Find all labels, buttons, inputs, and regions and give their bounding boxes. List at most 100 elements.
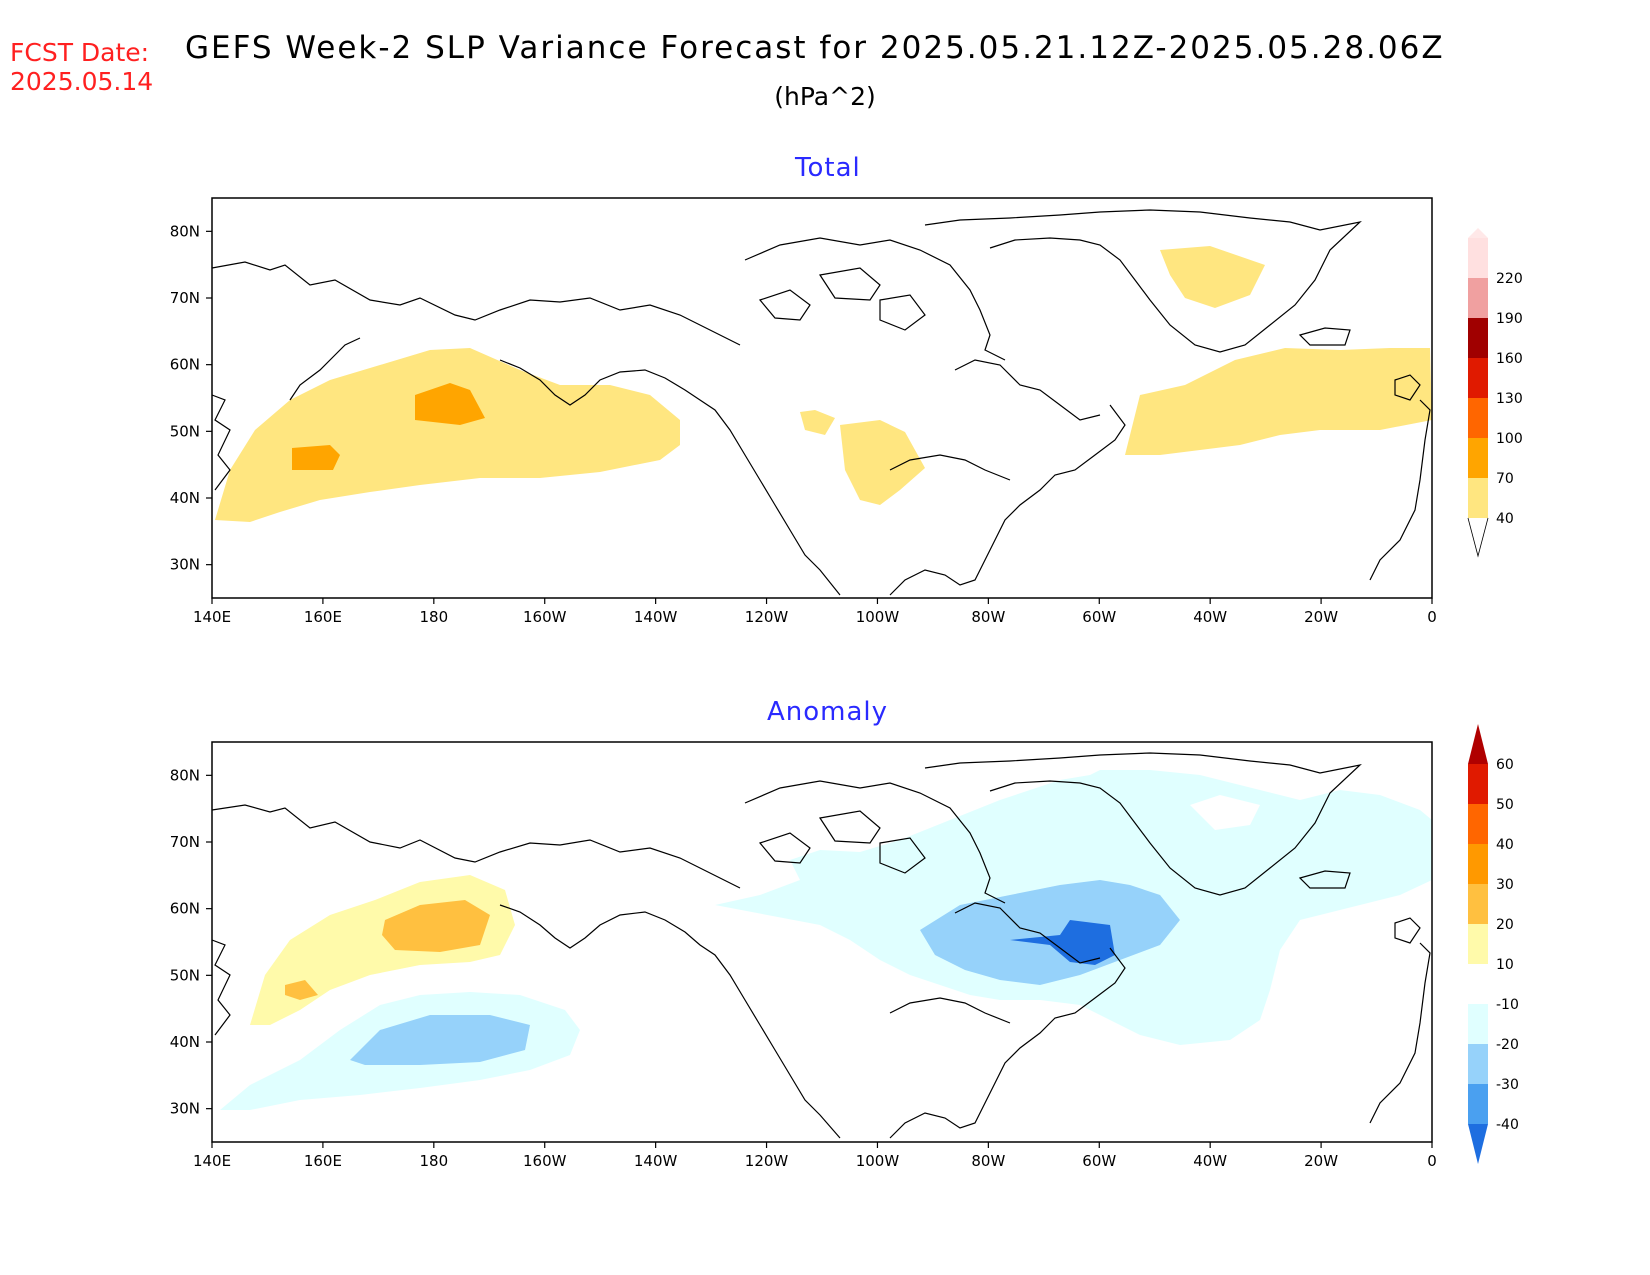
- main-title: GEFS Week-2 SLP Variance Forecast for 20…: [185, 30, 1445, 66]
- anomaly-map-frame: [211, 741, 1433, 1143]
- colorbar-level-label: 70: [1496, 471, 1514, 487]
- lon-tick-label: 140E: [193, 608, 231, 626]
- anom-shade-pos-20a: [382, 900, 490, 952]
- lat-tick-label: 80N: [170, 766, 200, 784]
- lon-tick-label: 20W: [1304, 1152, 1338, 1170]
- lon-tick-label: 80W: [971, 1152, 1005, 1170]
- lon-tick-label: 140E: [193, 1152, 231, 1170]
- colorbar-segment: [1468, 1004, 1488, 1044]
- colorbar-segment: [1468, 318, 1488, 358]
- colorbar-level-label: 10: [1496, 957, 1514, 973]
- lon-tick-label: 20W: [1304, 608, 1338, 626]
- colorbar-segment: [1468, 1084, 1488, 1124]
- lon-tick-label: 140W: [634, 1152, 678, 1170]
- anom-shade-neg-30: [1010, 920, 1115, 965]
- lat-tick-label: 70N: [170, 833, 200, 851]
- colorbar-level-label: 100: [1496, 431, 1523, 447]
- colorbar-segment: [1468, 238, 1488, 278]
- total-shade-pacific-max2: [292, 445, 340, 470]
- lat-tick-label: 40N: [170, 489, 200, 507]
- lon-tick-label: 120W: [745, 608, 789, 626]
- lon-tick-label: 60W: [1082, 1152, 1116, 1170]
- lat-tick-label: 60N: [170, 356, 200, 374]
- colorbar-level-label: 130: [1496, 391, 1523, 407]
- colorbar-level-label: 20: [1496, 917, 1514, 933]
- colorbar-level-label: 40: [1496, 837, 1514, 853]
- lon-tick-label: 180: [419, 1152, 448, 1170]
- colorbar-segment: [1468, 438, 1488, 478]
- lon-tick-label: 40W: [1193, 1152, 1227, 1170]
- lon-tick-label: 60W: [1082, 608, 1116, 626]
- total-map-frame: [211, 197, 1433, 599]
- colorbar-level-label: 40: [1496, 511, 1514, 527]
- total-shade-pacific-max1: [415, 383, 485, 425]
- total-shade-atlantic: [1125, 348, 1432, 455]
- lat-tick-label: 30N: [170, 1100, 200, 1118]
- colorbar-level-label: -10: [1496, 997, 1519, 1013]
- colorbar-segment: [1468, 964, 1488, 1004]
- colorbar-top-triangle: [1468, 724, 1488, 764]
- colorbar-level-label: 190: [1496, 311, 1523, 327]
- lon-tick-label: 120W: [745, 1152, 789, 1170]
- total-shade-small: [800, 410, 835, 435]
- lat-tick-label: 40N: [170, 1033, 200, 1051]
- fcst-date-label: FCST Date:: [10, 38, 150, 67]
- colorbar-segment: [1468, 278, 1488, 318]
- total-shade-plains: [840, 420, 925, 505]
- map-anomaly: 80N 70N 60N 50N 40N 30N 140E 160E 180 160W 140W 120…: [170, 741, 1437, 1170]
- map-total: 80N 70N 60N 50N 40N 30N 140E 160E 180 160W 140W 120…: [170, 197, 1437, 626]
- colorbar-segment: [1468, 844, 1488, 884]
- panel-title-anomaly: Anomaly: [767, 697, 889, 727]
- anom-shade-neg-north-white: [1190, 795, 1260, 830]
- colorbar-segment: [1468, 1044, 1488, 1084]
- panel-title-total: Total: [795, 153, 861, 183]
- colorbar-segment: [1468, 924, 1488, 964]
- colorbar-total: 40 70 100 130 160 190 220: [1467, 228, 1523, 558]
- anom-shade-pos-20b: [285, 980, 318, 1000]
- lat-tick-label: 30N: [170, 556, 200, 574]
- anom-coastlines: [211, 752, 1431, 1139]
- fcst-date-value: 2025.05.14: [10, 67, 154, 96]
- colorbar-segment: [1468, 804, 1488, 844]
- colorbar-segment: [1468, 884, 1488, 924]
- colorbar-level-label: -40: [1496, 1117, 1519, 1133]
- lon-tick-label: 160E: [304, 1152, 342, 1170]
- lon-tick-label: 160E: [304, 608, 342, 626]
- colorbar-level-label: -20: [1496, 1037, 1519, 1053]
- colorbar-level-label: -30: [1496, 1077, 1519, 1093]
- colorbar-bottom-triangle: [1468, 1124, 1488, 1164]
- lat-tick-label: 60N: [170, 900, 200, 918]
- colorbar-level-label: 220: [1496, 271, 1523, 287]
- colorbar-bottom-triangle: [1467, 517, 1489, 558]
- lon-tick-label: 140W: [634, 608, 678, 626]
- colorbar-anomaly: -40 -30 -20 -10 10 20 30 40 50 60: [1468, 724, 1519, 1164]
- total-coastlines: [211, 209, 1431, 596]
- colorbar-segment: [1468, 358, 1488, 398]
- colorbar-level-label: 30: [1496, 877, 1514, 893]
- colorbar-segment: [1468, 764, 1488, 804]
- lon-tick-label: 160W: [523, 608, 567, 626]
- colorbar-level-label: 60: [1496, 757, 1514, 773]
- colorbar-segment: [1468, 398, 1488, 438]
- lat-tick-label: 50N: [170, 422, 200, 440]
- lon-tick-label: 0: [1427, 608, 1437, 626]
- lat-tick-label: 80N: [170, 222, 200, 240]
- total-shade-pacific: [215, 348, 680, 522]
- anom-shade-neg-pacific-20: [350, 1015, 530, 1065]
- lon-tick-label: 180: [419, 608, 448, 626]
- lon-tick-label: 0: [1427, 1152, 1437, 1170]
- lat-tick-label: 50N: [170, 966, 200, 984]
- lon-tick-label: 100W: [856, 1152, 900, 1170]
- lon-tick-label: 100W: [856, 608, 900, 626]
- lon-tick-label: 160W: [523, 1152, 567, 1170]
- anom-shade-neg-20: [920, 880, 1180, 985]
- colorbar-top-triangle: [1468, 228, 1488, 238]
- lon-tick-label: 40W: [1193, 608, 1227, 626]
- fcst-date-block: FCST Date: 2025.05.14: [10, 38, 153, 96]
- colorbar-level-label: 50: [1496, 797, 1514, 813]
- lon-tick-label: 80W: [971, 608, 1005, 626]
- lat-tick-label: 70N: [170, 289, 200, 307]
- total-shade-greenland: [1160, 246, 1265, 308]
- colorbar-segment: [1468, 478, 1488, 518]
